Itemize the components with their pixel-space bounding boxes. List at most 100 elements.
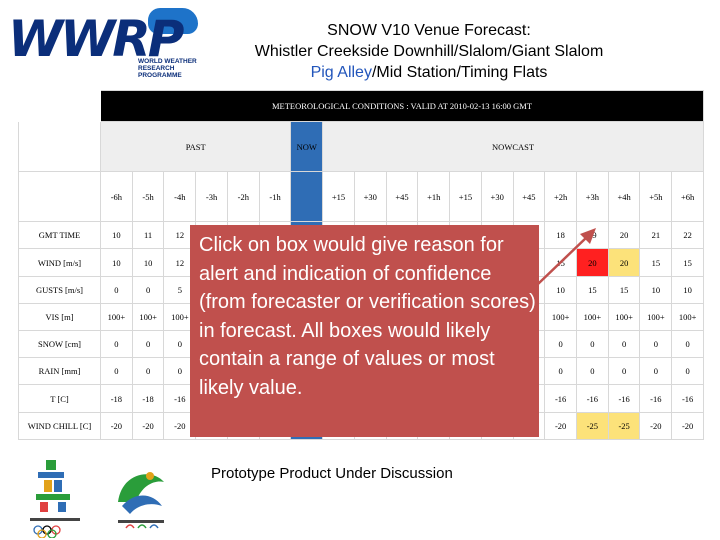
forecast-cell[interactable]: 15 [639, 248, 673, 277]
row-label: WIND [m/s] [18, 248, 101, 277]
row-label: VIS [m] [18, 302, 101, 332]
time-header: +30 [353, 171, 387, 223]
forecast-cell[interactable]: 100+ [544, 302, 578, 332]
period-row: PAST NOW NOWCAST [18, 120, 704, 173]
forecast-cell[interactable]: 0 [576, 357, 609, 386]
forecast-cell[interactable]: 10 [100, 248, 133, 277]
forecast-cell[interactable]: 19 [576, 221, 609, 250]
forecast-cell[interactable]: -25 [576, 411, 609, 441]
now-header: NOW [290, 120, 324, 173]
forecast-cell[interactable]: 10 [100, 221, 133, 250]
time-header [290, 171, 324, 223]
vancouver-2010-olympic-logo [30, 460, 80, 538]
row-label: SNOW [cm] [18, 330, 101, 359]
time-header: +3h [576, 171, 609, 223]
forecast-cell[interactable]: 0 [544, 357, 578, 386]
forecast-cell[interactable]: 10 [671, 275, 704, 304]
logo-text: WWRP [8, 10, 184, 68]
row-label: T [C] [18, 384, 101, 413]
forecast-cell[interactable]: 15 [576, 275, 609, 304]
forecast-cell[interactable]: 0 [576, 330, 609, 359]
logo-org: WORLD WEATHER RESEARCH PROGRAMME [138, 58, 197, 79]
row-label: GMT TIME [18, 221, 101, 250]
forecast-cell[interactable]: 100+ [671, 302, 704, 332]
time-header: +2h [544, 171, 578, 223]
forecast-cell[interactable]: 0 [131, 330, 165, 359]
time-header: -3h [195, 171, 228, 223]
forecast-cell[interactable]: -18 [131, 384, 165, 413]
forecast-cell[interactable]: 22 [671, 221, 704, 250]
forecast-cell[interactable]: 100+ [607, 302, 641, 332]
forecast-cell[interactable]: -18 [100, 384, 133, 413]
forecast-cell[interactable]: 15 [544, 248, 578, 277]
times-row: -6h -5h -4h -3h -2h -1h +15 +30 +45 +1h +15 +30 +45 +… [18, 171, 704, 223]
page-title: SNOW V10 Venue Forecast: Whistler Creeks… [254, 22, 604, 81]
forecast-cell[interactable]: -25 [607, 411, 641, 441]
forecast-cell[interactable]: 10 [131, 248, 165, 277]
forecast-cell[interactable]: 15 [671, 248, 704, 277]
time-header: -5h [131, 171, 165, 223]
annotation-callout: Click on box would give reason for alert… [190, 225, 539, 437]
forecast-cell[interactable]: 10 [639, 275, 673, 304]
forecast-cell[interactable]: -20 [544, 411, 578, 441]
wwrp-logo: WWRP WORLD WEATHER RESEARCH PROGRAMME [8, 6, 213, 79]
row-label: RAIN [mm] [18, 357, 101, 386]
time-header: +6h [671, 171, 704, 223]
forecast-cell[interactable]: 10 [544, 275, 578, 304]
time-header: +15 [322, 171, 355, 223]
forecast-cell[interactable]: 100+ [639, 302, 673, 332]
forecast-cell[interactable]: 0 [671, 357, 704, 386]
vancouver-2010-paralympic-logo [118, 472, 164, 529]
time-header: +15 [449, 171, 482, 223]
forecast-cell[interactable]: 20 [607, 221, 641, 250]
forecast-cell[interactable]: 100+ [576, 302, 609, 332]
forecast-cell[interactable]: 0 [100, 357, 133, 386]
forecast-cell[interactable]: -20 [131, 411, 165, 441]
time-header: +5h [639, 171, 673, 223]
forecast-cell[interactable]: -20 [100, 411, 133, 441]
footer-caption: Prototype Product Under Discussion [211, 465, 453, 482]
conditions-header: METEOROLOGICAL CONDITIONS : VALID AT 201… [100, 90, 704, 122]
forecast-cell[interactable]: 0 [671, 330, 704, 359]
forecast-cell[interactable]: 100+ [100, 302, 133, 332]
time-header: +1h [417, 171, 451, 223]
forecast-cell[interactable]: 11 [131, 221, 165, 250]
forecast-cell[interactable]: 0 [544, 330, 578, 359]
forecast-cell[interactable]: 0 [131, 275, 165, 304]
forecast-cell[interactable]: 0 [100, 330, 133, 359]
past-header: PAST [99, 120, 292, 173]
forecast-cell[interactable]: 20 [607, 248, 641, 277]
forecast-cell[interactable]: 100+ [131, 302, 165, 332]
forecast-cell[interactable]: -16 [576, 384, 609, 413]
forecast-cell[interactable]: 0 [639, 357, 673, 386]
time-header: +45 [512, 171, 546, 223]
forecast-cell[interactable]: 0 [131, 357, 165, 386]
pig-alley-link[interactable]: Pig Alley [310, 64, 372, 81]
time-header: +30 [480, 171, 514, 223]
header-row: METEOROLOGICAL CONDITIONS : VALID AT 201… [18, 90, 704, 122]
time-header: +4h [607, 171, 641, 223]
forecast-cell[interactable]: 0 [607, 330, 641, 359]
forecast-cell[interactable]: -16 [607, 384, 641, 413]
time-header: +45 [385, 171, 419, 223]
forecast-cell[interactable]: -20 [671, 411, 704, 441]
forecast-cell[interactable]: -16 [671, 384, 704, 413]
cloud-icon [148, 8, 198, 34]
forecast-cell[interactable]: 18 [544, 221, 578, 250]
forecast-cell[interactable]: -16 [544, 384, 578, 413]
forecast-cell[interactable]: 21 [639, 221, 673, 250]
time-header: -4h [163, 171, 197, 223]
time-header: -6h [100, 171, 133, 223]
forecast-cell[interactable]: -20 [639, 411, 673, 441]
time-header: -1h [258, 171, 292, 223]
forecast-cell[interactable]: -16 [639, 384, 673, 413]
row-label: WIND CHILL [C] [18, 411, 101, 441]
nowcast-header: NOWCAST [322, 120, 704, 173]
forecast-cell[interactable]: 15 [607, 275, 641, 304]
forecast-cell[interactable]: 0 [607, 357, 641, 386]
time-header: -2h [226, 171, 260, 223]
forecast-cell[interactable]: 20 [576, 248, 609, 277]
forecast-cell[interactable]: 0 [639, 330, 673, 359]
forecast-cell[interactable]: 0 [100, 275, 133, 304]
row-label: GUSTS [m/s] [18, 275, 101, 304]
